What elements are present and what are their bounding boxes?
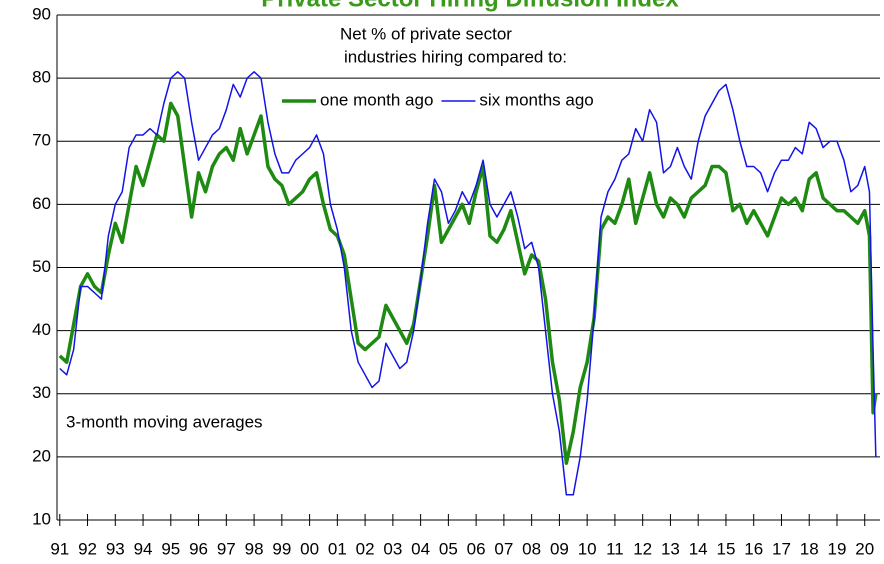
y-tick-label: 90 (32, 4, 51, 23)
x-tick-label: 93 (106, 539, 125, 558)
series-line (59, 71, 877, 496)
x-tick-label: 17 (772, 539, 791, 558)
y-tick-label: 40 (32, 320, 51, 339)
x-tick-label: 15 (716, 539, 735, 558)
y-tick-label: 20 (32, 446, 51, 465)
x-tick-label: 10 (578, 539, 597, 558)
x-tick-label: 05 (439, 539, 458, 558)
x-tick-label: 18 (800, 539, 819, 558)
x-tick-label: 01 (328, 539, 347, 558)
x-tick-label: 04 (411, 539, 430, 558)
x-tick-label: 92 (78, 539, 97, 558)
y-tick-label: 70 (32, 131, 51, 150)
legend-label: one month ago (320, 90, 433, 109)
x-tick-label: 96 (189, 539, 208, 558)
x-tick-label: 91 (50, 539, 69, 558)
legend-label: six months ago (479, 90, 593, 109)
x-tick-label: 02 (356, 539, 375, 558)
x-tick-label: 97 (217, 539, 236, 558)
x-tick-label: 08 (522, 539, 541, 558)
y-tick-label: 50 (32, 257, 51, 276)
x-tick-label: 12 (633, 539, 652, 558)
x-tick-label: 98 (245, 539, 264, 558)
x-tick-label: 09 (550, 539, 569, 558)
chart-title: Private Sector Hiring Diffusion Index (261, 0, 679, 12)
x-tick-label: 95 (161, 539, 180, 558)
x-tick-label: 20 (855, 539, 874, 558)
y-tick-label: 80 (32, 68, 51, 87)
annotation: industries hiring compared to: (344, 47, 567, 66)
x-tick-label: 06 (467, 539, 486, 558)
series-line (58, 101, 878, 465)
x-tick-label: 13 (661, 539, 680, 558)
x-tick-label: 94 (134, 539, 153, 558)
x-tick-label: 16 (744, 539, 763, 558)
x-tick-label: 99 (272, 539, 291, 558)
x-tick-label: 11 (606, 539, 624, 558)
x-tick-label: 00 (300, 539, 319, 558)
x-tick-label: 07 (494, 539, 513, 558)
y-tick-label: 30 (32, 383, 51, 402)
x-tick-label: 03 (383, 539, 402, 558)
x-tick-label: 19 (828, 539, 847, 558)
x-tick-label: 14 (689, 539, 708, 558)
annotation: Net % of private sector (340, 24, 512, 43)
y-tick-label: 10 (32, 509, 51, 528)
y-tick-label: 60 (32, 194, 51, 213)
annotation: 3-month moving averages (66, 412, 263, 431)
